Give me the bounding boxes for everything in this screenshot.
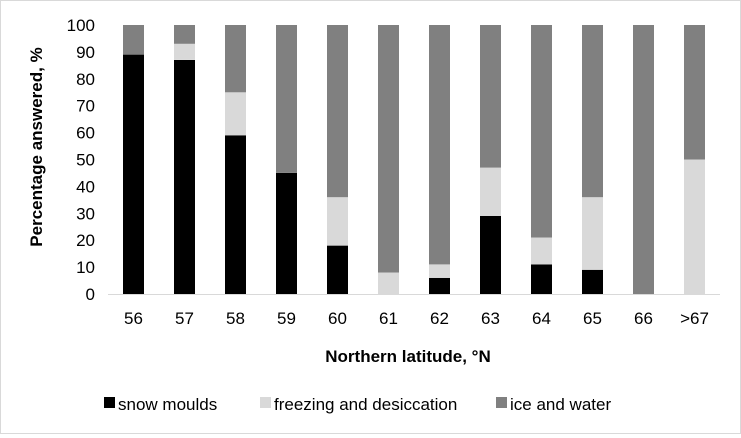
- bar-segment-60-series-1: [327, 245, 348, 294]
- bar-segment-64-series-2: [531, 237, 552, 265]
- bar-segment-64-series-3: [531, 25, 552, 238]
- y-tick-label: 20: [76, 231, 95, 250]
- legend-swatch: [104, 397, 115, 408]
- x-tick-label: 57: [175, 309, 194, 328]
- y-tick-label: 30: [76, 204, 95, 223]
- y-tick-label: 100: [67, 16, 95, 35]
- legend-swatch: [496, 397, 507, 408]
- bar-segment-63-series-2: [480, 167, 501, 216]
- x-tick-label: >67: [680, 309, 709, 328]
- y-tick-label: 90: [76, 43, 95, 62]
- legend: snow moulds freezing and desiccation ice a…: [104, 395, 611, 414]
- bar-segment-64-series-1: [531, 264, 552, 294]
- bar-segment-65-series-1: [582, 269, 603, 294]
- bar-segment-62-series-2: [429, 264, 450, 278]
- y-tick-label: 10: [76, 258, 95, 277]
- bar-segment-65-series-2: [582, 197, 603, 270]
- legend-label: freezing and desiccation: [274, 395, 457, 414]
- y-tick-label: 70: [76, 97, 95, 116]
- bar-segment-56-series-3: [123, 25, 144, 55]
- x-tick-label: 60: [328, 309, 347, 328]
- x-tick-label: 65: [583, 309, 602, 328]
- bar-segment-58-series-2: [225, 92, 246, 136]
- bar-segment-62-series-3: [429, 25, 450, 265]
- legend-label: snow moulds: [118, 395, 217, 414]
- bar-segment-61-series-3: [378, 25, 399, 273]
- bar-segment-59-series-1: [276, 172, 297, 294]
- x-tick-label: 58: [226, 309, 245, 328]
- y-tick-labels: 0 10 20 30 40 50 60 70 80 90 100: [67, 16, 95, 304]
- legend-label: ice and water: [510, 395, 611, 414]
- x-tick-labels: 56 57 58 59 60 61 62 63 64 65 66 >67: [124, 309, 709, 328]
- bar-segment-65-series-3: [582, 25, 603, 198]
- bar-segment-61-series-2: [378, 272, 399, 294]
- x-tick-label: 56: [124, 309, 143, 328]
- bar-segment-63-series-3: [480, 25, 501, 168]
- bar-segment->67-series-2: [684, 159, 705, 294]
- bar-segment-60-series-3: [327, 25, 348, 198]
- bar-segment-62-series-1: [429, 277, 450, 294]
- bars-layer: [123, 25, 705, 294]
- x-tick-label: 59: [277, 309, 296, 328]
- y-tick-label: 0: [86, 285, 95, 304]
- y-tick-label: 50: [76, 151, 95, 170]
- bar-segment-60-series-2: [327, 197, 348, 246]
- x-axis-label: Northern latitude, °N: [325, 347, 490, 366]
- y-tick-label: 60: [76, 124, 95, 143]
- bar-segment-57-series-3: [174, 25, 195, 44]
- bar-segment-58-series-3: [225, 25, 246, 93]
- y-tick-label: 40: [76, 177, 95, 196]
- x-tick-label: 63: [481, 309, 500, 328]
- bar-segment-57-series-2: [174, 43, 195, 60]
- y-axis-label: Percentage answered, %: [27, 47, 46, 246]
- y-tick-label: 80: [76, 70, 95, 89]
- x-tick-label: 66: [634, 309, 653, 328]
- bar-segment->67-series-3: [684, 25, 705, 160]
- bar-segment-56-series-1: [123, 54, 144, 294]
- bar-segment-58-series-1: [225, 135, 246, 294]
- x-tick-label: 64: [532, 309, 551, 328]
- bar-segment-59-series-3: [276, 25, 297, 173]
- legend-swatch: [260, 397, 271, 408]
- x-tick-label: 61: [379, 309, 398, 328]
- bar-segment-57-series-1: [174, 60, 195, 294]
- bar-segment-63-series-1: [480, 216, 501, 294]
- bar-segment-66-series-3: [633, 25, 654, 294]
- x-tick-label: 62: [430, 309, 449, 328]
